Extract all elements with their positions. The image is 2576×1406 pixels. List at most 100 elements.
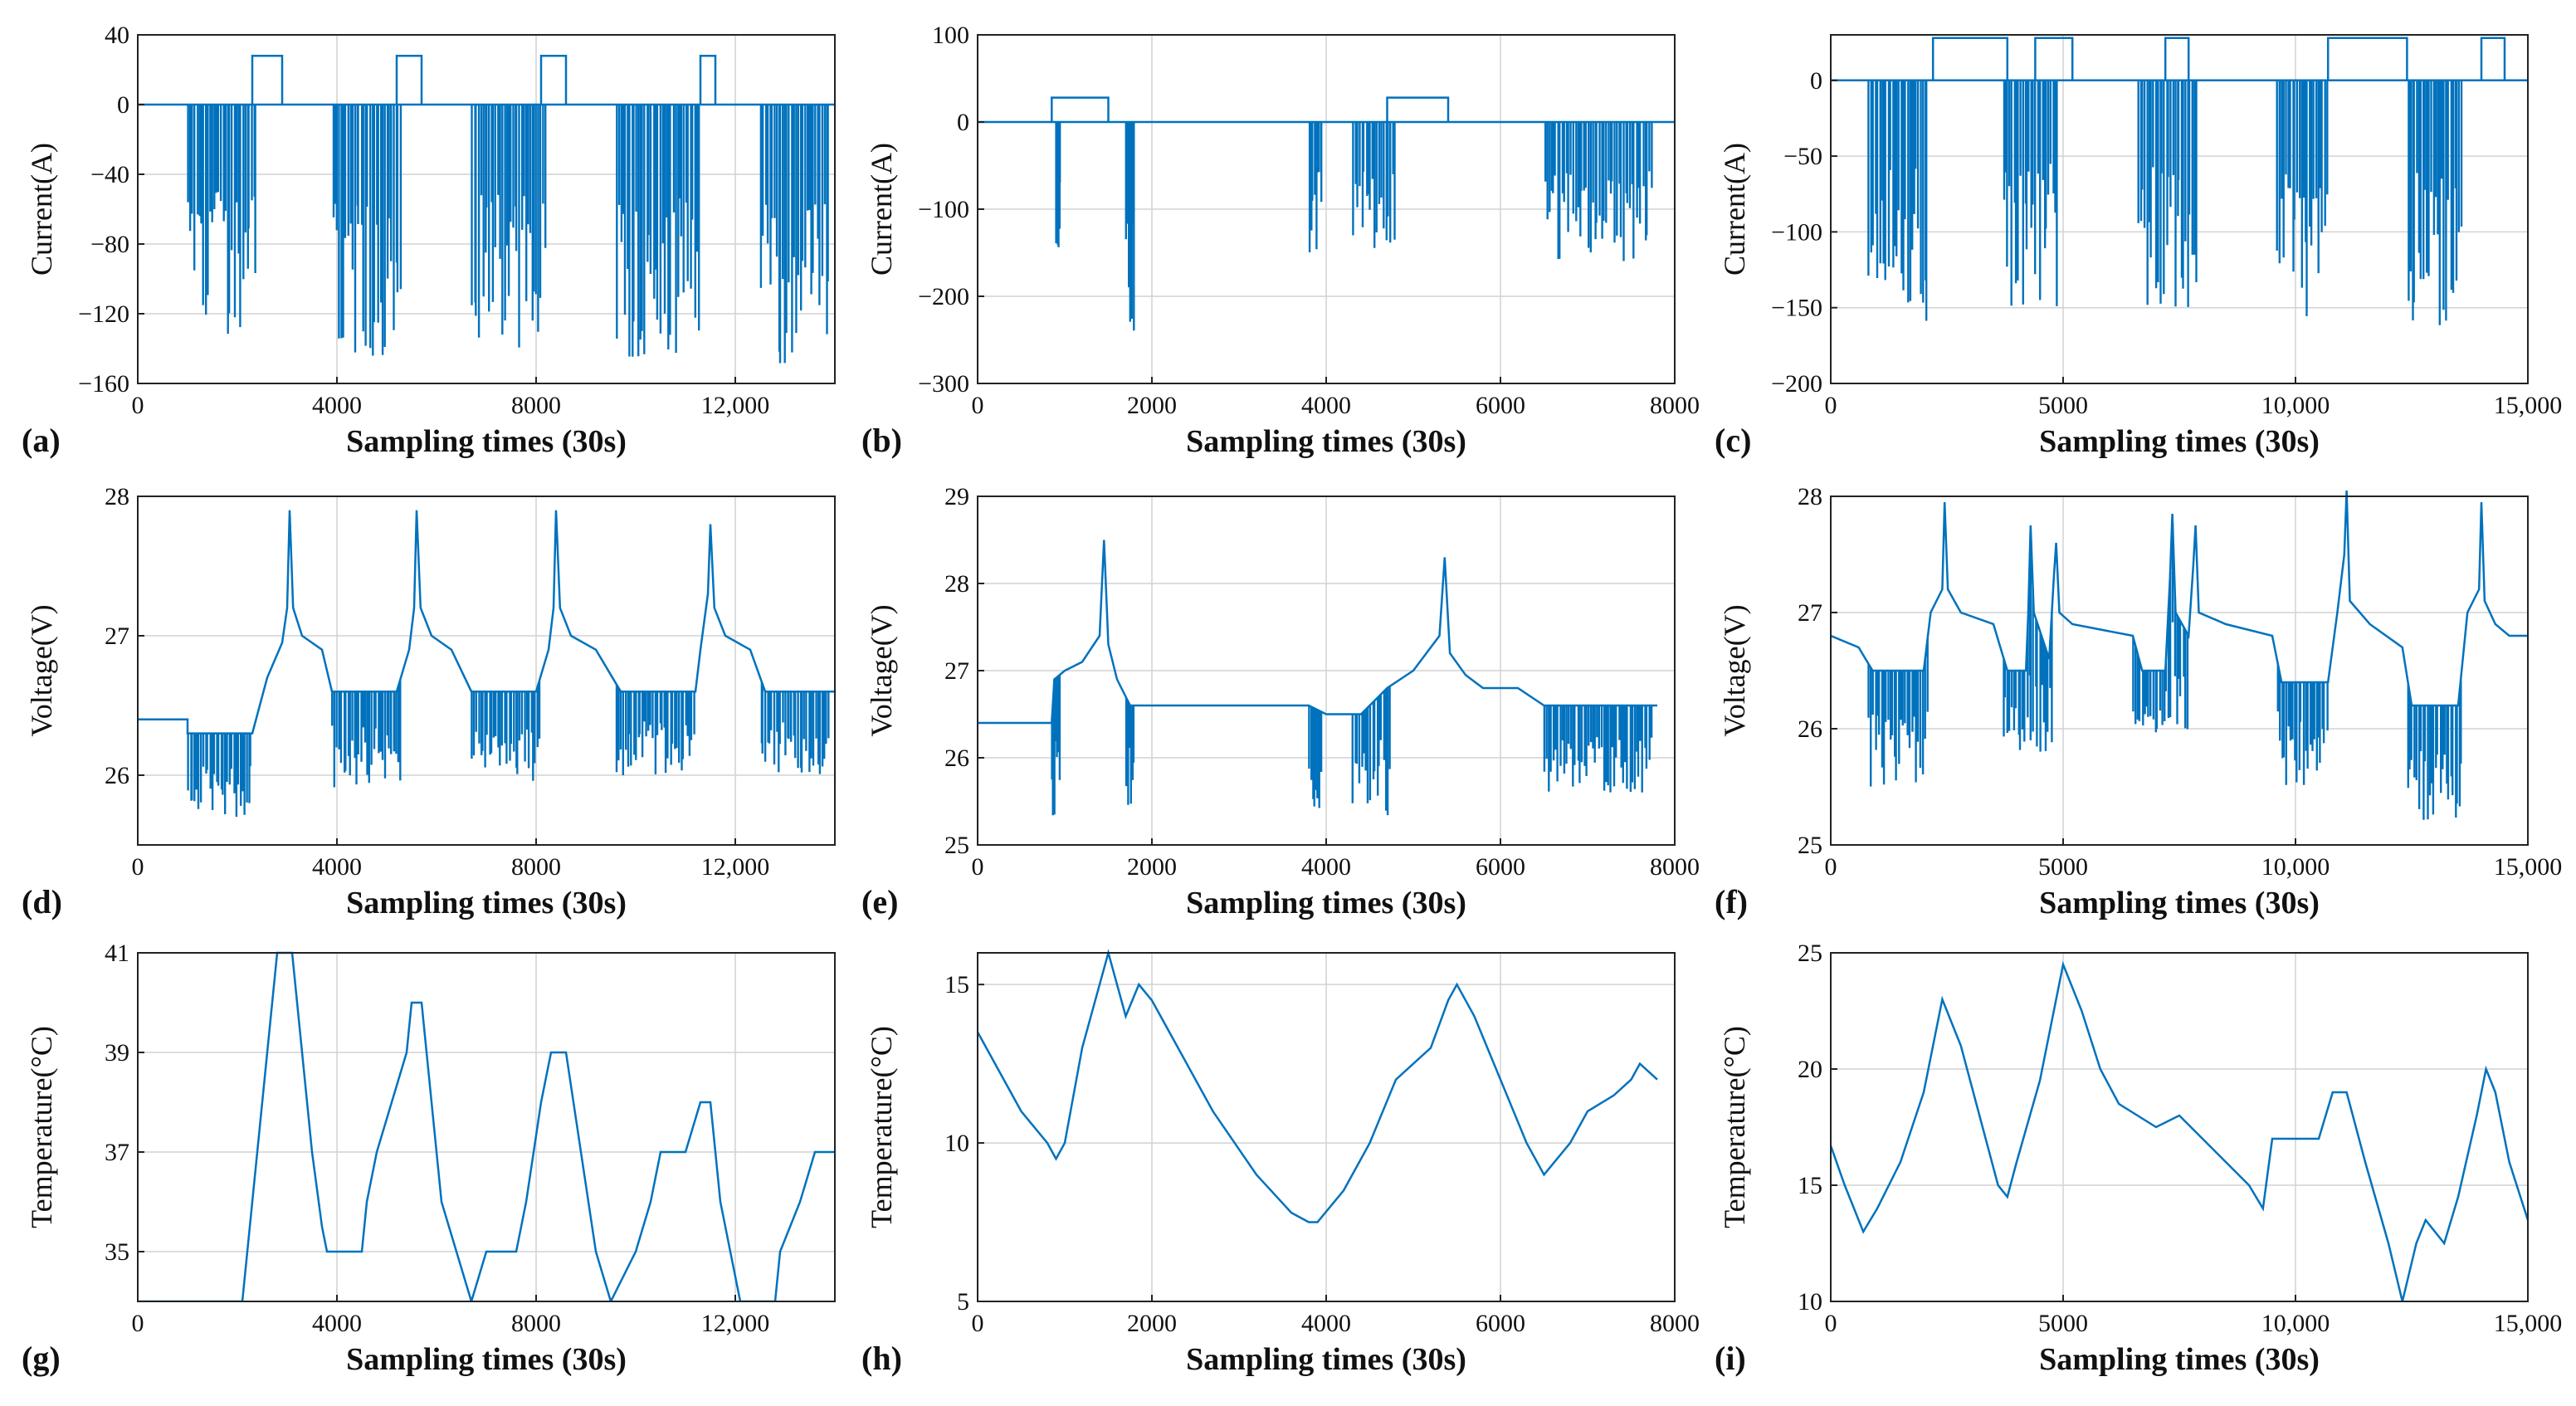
plot-frame — [137, 952, 836, 1302]
x-tick-label: 10,000 — [2261, 392, 2330, 419]
spike-cluster — [616, 105, 700, 357]
spike-cluster — [760, 681, 830, 774]
spike-cluster — [1352, 122, 1396, 248]
spike-cluster — [471, 680, 541, 781]
x-tick-label: 2000 — [1127, 392, 1177, 419]
spike-cluster — [1867, 80, 1928, 321]
x-tick-label: 0 — [132, 1310, 144, 1337]
x-tick-label: 6000 — [1476, 1310, 1525, 1337]
x-tick-label: 4000 — [312, 392, 362, 419]
x-tick-label: 5000 — [2038, 392, 2088, 419]
panel-b: 0 2000 4000 6000 8000 −300 −200 −100 0 100 Samplin… — [861, 22, 1700, 459]
y-tick-label: −40 — [90, 161, 129, 188]
spike-cluster — [1867, 638, 1929, 787]
series-line-h — [978, 949, 1658, 1223]
y-tick-label: 28 — [105, 483, 129, 510]
series-line-a — [138, 54, 835, 106]
x-axis-label: Sampling times (30s) — [346, 424, 627, 459]
panel-label: (a) — [22, 422, 61, 459]
spike-cluster — [1308, 705, 1323, 808]
plot-frame — [137, 496, 836, 846]
x-tick-label: 4000 — [312, 1310, 362, 1337]
y-axis-label: Voltage(V) — [25, 604, 58, 736]
y-tick-label: 10 — [944, 1130, 969, 1157]
y-axis-label: Temperature(°C) — [865, 1026, 898, 1228]
spike-cluster — [1351, 686, 1391, 816]
spike-cluster — [2003, 525, 2053, 752]
x-tick-label: 4000 — [1301, 392, 1351, 419]
y-tick-label: 15 — [944, 971, 969, 998]
x-tick-label: 15,000 — [2494, 1310, 2563, 1337]
y-tick-label: 37 — [105, 1139, 129, 1166]
x-tick-label: 4000 — [312, 853, 362, 881]
spike-cluster — [1543, 705, 1653, 793]
spike-cluster — [2003, 80, 2058, 306]
x-axis-label: Sampling times (30s) — [2039, 886, 2320, 920]
y-tick-label: 29 — [944, 483, 969, 510]
y-tick-label: 25 — [1798, 832, 1822, 859]
panel-label: (h) — [861, 1340, 902, 1377]
x-tick-label: 0 — [1825, 392, 1837, 419]
x-tick-label: 12,000 — [701, 392, 770, 419]
plot-frame — [137, 34, 836, 384]
spike-cluster — [187, 105, 256, 334]
spike-cluster — [1125, 122, 1135, 331]
panel-f: 0 5000 10,000 15,000 25 26 27 28 Sampling times … — [1715, 483, 2562, 920]
series-line-i — [1831, 960, 2528, 1301]
y-tick-label: −50 — [1783, 143, 1822, 170]
x-tick-label: 6000 — [1476, 392, 1525, 419]
x-axis-label: Sampling times (30s) — [2039, 1342, 2320, 1377]
y-axis-label: Voltage(V) — [1718, 604, 1751, 736]
x-tick-label: 0 — [972, 853, 984, 881]
x-tick-label: 0 — [972, 392, 984, 419]
panel-label: (d) — [22, 883, 62, 920]
spike-cluster — [2276, 80, 2329, 316]
x-tick-label: 12,000 — [701, 853, 770, 881]
panel-d: 0 4000 8000 12,000 26 27 28 Sampling times (30s… — [22, 483, 836, 920]
y-tick-label: −150 — [1771, 295, 1822, 322]
spike-cluster — [471, 105, 547, 348]
series-line-d — [138, 510, 835, 735]
x-tick-label: 10,000 — [2261, 853, 2330, 881]
panel-a: 0 4000 8000 12,000 −160 −120 −80 −40 0 40 Sampling… — [22, 22, 836, 459]
spike-cluster — [615, 684, 695, 775]
y-tick-label: 25 — [944, 832, 969, 859]
y-tick-label: 28 — [944, 570, 969, 598]
y-axis-label: Current(A) — [25, 143, 58, 276]
y-axis-label: Voltage(V) — [865, 604, 898, 736]
panel-label: (e) — [861, 883, 898, 920]
y-axis-label: Current(A) — [865, 143, 898, 276]
y-tick-label: 5 — [957, 1288, 969, 1316]
x-axis-label: Sampling times (30s) — [1186, 886, 1466, 920]
panel-label: (f) — [1715, 883, 1748, 920]
x-tick-label: 8000 — [1650, 853, 1700, 881]
plot-frame — [1830, 34, 2529, 384]
y-tick-label: 15 — [1798, 1172, 1822, 1199]
y-tick-label: 39 — [105, 1039, 129, 1067]
y-tick-label: 26 — [105, 762, 129, 789]
y-tick-label: −160 — [78, 370, 129, 398]
y-tick-label: 28 — [1798, 483, 1822, 510]
x-axis-label: Sampling times (30s) — [346, 1342, 627, 1377]
x-axis-label: Sampling times (30s) — [2039, 424, 2320, 459]
x-tick-label: 10,000 — [2261, 1310, 2330, 1337]
panel-label: (i) — [1715, 1340, 1746, 1377]
x-axis-label: Sampling times (30s) — [1186, 1342, 1466, 1377]
spike-cluster — [2132, 522, 2189, 733]
y-axis-label: Temperature(°C) — [1718, 1026, 1751, 1228]
y-tick-label: 0 — [957, 109, 969, 136]
panel-e: 0 2000 4000 6000 8000 25 26 27 28 29 Sampling time… — [861, 483, 1700, 920]
spike-cluster — [2276, 664, 2329, 785]
series-line-e — [978, 539, 1657, 725]
y-tick-label: 26 — [1798, 715, 1822, 743]
x-tick-label: 0 — [132, 853, 144, 881]
y-tick-label: 10 — [1798, 1288, 1822, 1316]
x-tick-label: 6000 — [1476, 853, 1525, 881]
y-tick-label: 27 — [944, 657, 969, 685]
x-tick-label: 0 — [1825, 853, 1837, 881]
y-axis-label: Temperature(°C) — [25, 1026, 58, 1228]
x-tick-label: 4000 — [1301, 1310, 1351, 1337]
x-tick-label: 2000 — [1127, 853, 1177, 881]
x-axis-label: Sampling times (30s) — [346, 886, 627, 920]
